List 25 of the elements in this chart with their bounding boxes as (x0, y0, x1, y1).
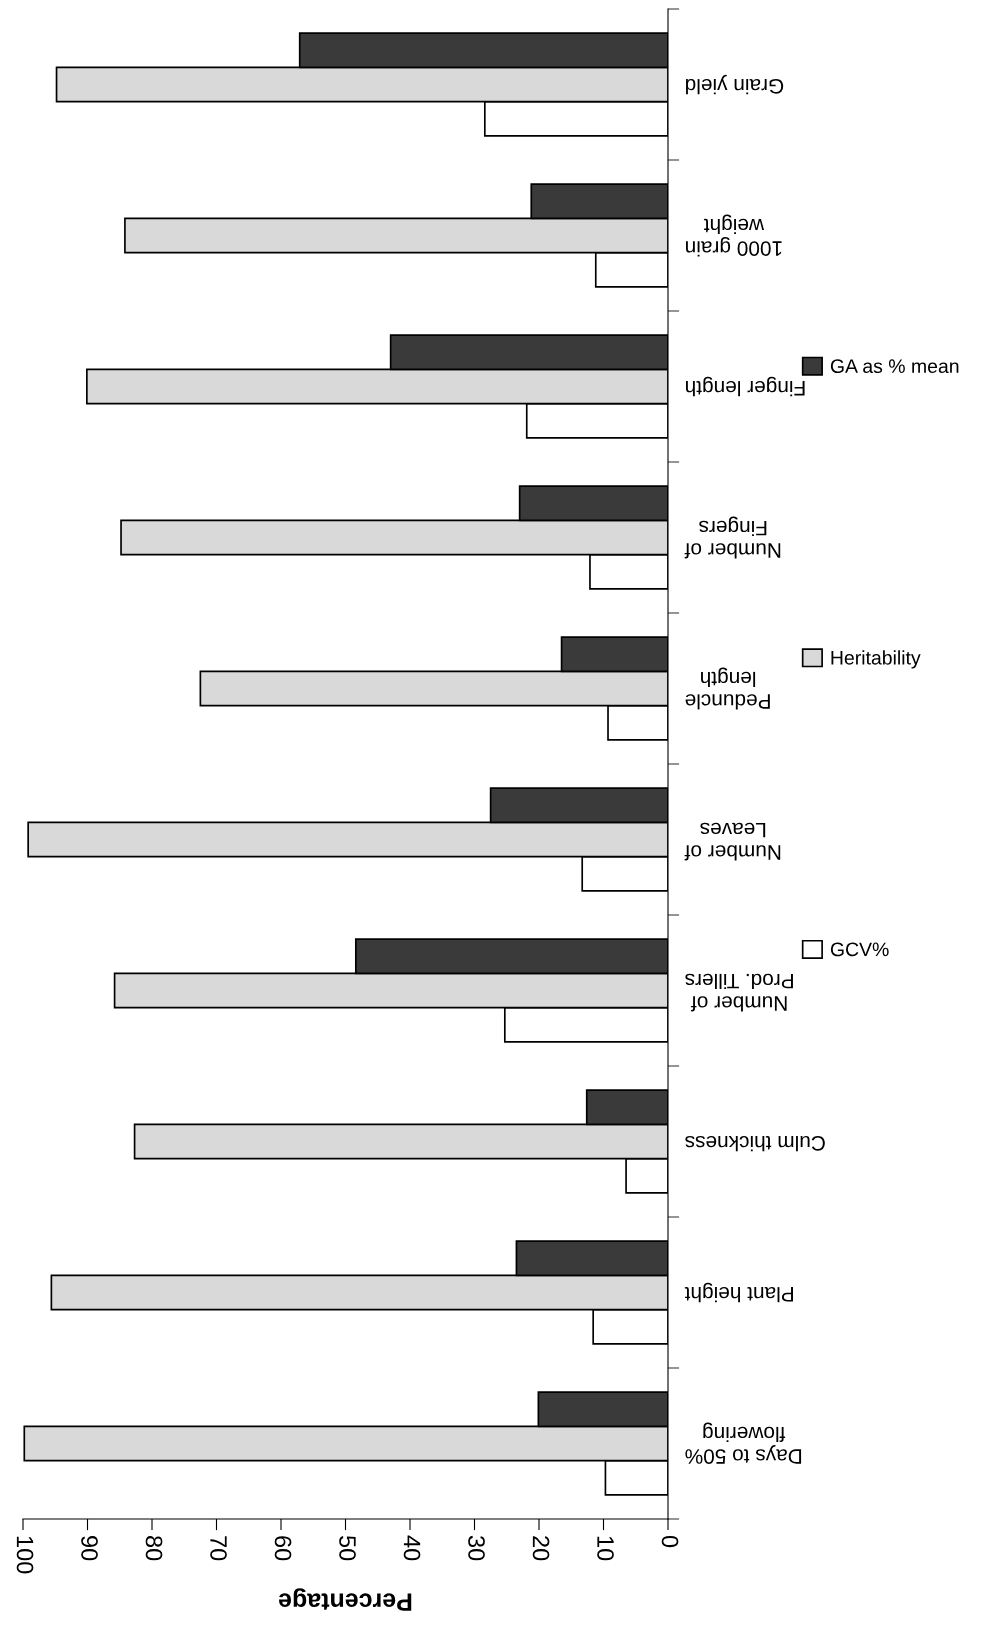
y-tick-label: Number of Leaves (684, 822, 781, 861)
y-tick-label: Grain yield (686, 74, 784, 95)
x-tick-label: 0 (661, 1535, 679, 1548)
y-tick-label: Number of Fingers (684, 516, 781, 559)
y-tick-label: Culm thickness (685, 1135, 825, 1152)
y-tick-label: Plant height (684, 1282, 793, 1303)
x-tick-label: 50 (339, 1535, 356, 1561)
x-tick-label: 90 (81, 1536, 98, 1561)
x-tick-label: 10 (597, 1536, 614, 1561)
x-tick-label: 100 (16, 1536, 34, 1574)
x-tick-label: 30 (468, 1535, 485, 1561)
legend-label: GCV% (830, 942, 889, 957)
legend-label: GA as % mean (830, 359, 959, 374)
y-tick-label: Days to 50% flowering (685, 1422, 802, 1464)
y-tick-label: 1000 grain weight (686, 214, 782, 257)
x-axis-title: Percentage (278, 1588, 412, 1611)
y-tick-label: Peduncle length (685, 667, 770, 710)
x-tick-label: 40 (403, 1535, 421, 1561)
x-tick-label: 70 (210, 1536, 227, 1561)
legend-label: Heritability (831, 650, 921, 669)
x-tick-label: 60 (274, 1536, 292, 1561)
y-tick-label: Number of Prod. Tillers (685, 973, 793, 1012)
x-tick-label: 80 (145, 1536, 163, 1561)
x-tick-label: 20 (532, 1536, 550, 1561)
y-tick-label: Finger length (686, 376, 805, 397)
